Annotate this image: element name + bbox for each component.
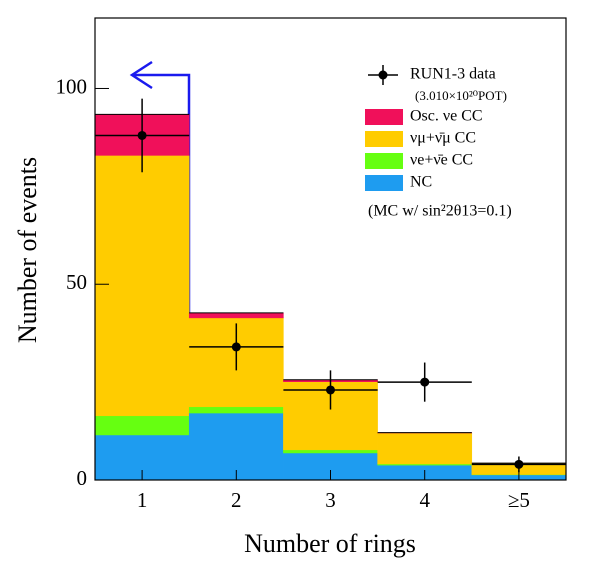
y-axis-label: Number of events <box>13 157 42 343</box>
bar-segment <box>188 412 284 481</box>
legend-data-point <box>378 70 388 80</box>
legend-swatch <box>365 175 403 191</box>
bar-segment <box>94 415 190 436</box>
x-axis-label: Number of rings <box>244 529 416 558</box>
x-tick-label: 3 <box>325 488 336 512</box>
legend-label: νe+ν̄e CC <box>410 152 473 169</box>
x-tick-label: 2 <box>231 488 242 512</box>
legend-label: RUN1-3 data <box>410 66 496 83</box>
x-tick-label: ≥5 <box>508 488 530 512</box>
bar-segment <box>283 449 378 454</box>
y-tick-label: 50 <box>66 270 87 294</box>
bar-segment <box>377 432 473 465</box>
legend-swatch <box>365 109 403 125</box>
plot-frame <box>94 17 567 481</box>
legend-note: (3.010×10²⁰POT) <box>415 88 507 103</box>
data-point <box>137 130 147 140</box>
data-point <box>326 385 335 395</box>
y-tick-label: 0 <box>77 466 88 490</box>
legend-label: Osc. νe CC <box>410 108 483 125</box>
legend-swatch <box>365 131 403 147</box>
y-tick-label: 100 <box>56 74 88 98</box>
x-tick-label: 4 <box>419 488 430 512</box>
mc-note: (MC w/ sin²2θ13=0.1) <box>368 203 512 220</box>
bar-segment <box>188 406 284 414</box>
bar-segment <box>188 312 284 319</box>
data-point <box>514 459 524 469</box>
legend-label: νμ+ν̄μ CC <box>410 130 476 147</box>
data-point <box>420 377 430 387</box>
legend-label: NC <box>410 174 432 191</box>
bar-segment <box>94 155 190 417</box>
legend-swatch <box>365 153 403 169</box>
x-tick-label: 1 <box>137 488 148 512</box>
data-point <box>231 342 241 352</box>
